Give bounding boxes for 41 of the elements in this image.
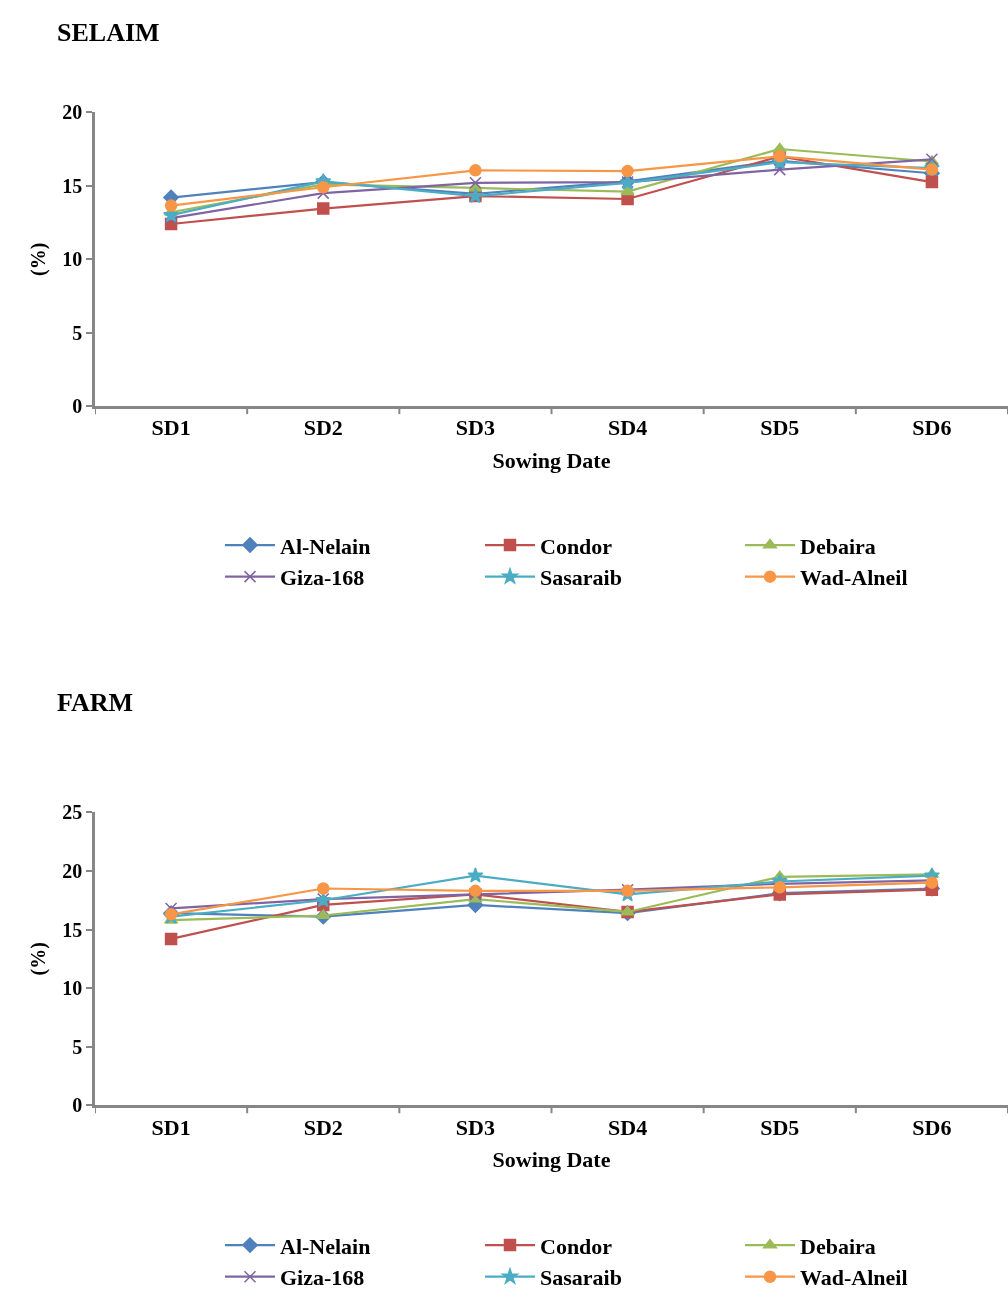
legend-label: Debaira	[800, 533, 876, 559]
x-tick-label: SD3	[455, 1114, 495, 1140]
y-tick-label: 0	[72, 1094, 83, 1117]
legend-label: Sasaraib	[540, 1265, 622, 1291]
x-axis-title: Sowing Date	[492, 1147, 611, 1173]
legend-label: Wad-Alneil	[800, 1265, 908, 1291]
y-axis-title: (%)	[26, 242, 50, 276]
legend-label: Condor	[540, 1233, 613, 1259]
chart-title: SELAIM	[57, 18, 160, 47]
y-tick-label: 20	[62, 859, 83, 882]
legend-label: Giza-168	[280, 1265, 365, 1291]
x-tick-label: SD3	[455, 415, 495, 441]
x-tick-label: SD2	[303, 415, 343, 441]
y-tick-label: 10	[62, 977, 83, 1000]
x-tick-label: SD5	[760, 1114, 800, 1140]
y-tick-label: 20	[62, 101, 83, 124]
x-tick-label: SD1	[151, 1114, 191, 1140]
y-tick-label: 10	[62, 248, 83, 271]
x-tick-label: SD1	[151, 415, 191, 441]
y-tick-label: 15	[62, 174, 83, 197]
y-tick-label: 0	[72, 395, 83, 418]
y-tick-label: 25	[62, 801, 83, 824]
legend-label: Condor	[540, 533, 613, 559]
legend-label: Wad-Alneil	[800, 565, 908, 591]
legend-label: Sasaraib	[540, 565, 622, 591]
x-tick-label: SD4	[608, 415, 648, 441]
x-tick-label: SD2	[303, 1114, 343, 1140]
chart-title: FARM	[57, 688, 134, 717]
x-tick-label: SD5	[760, 415, 800, 441]
legend-label: Debaira	[800, 1233, 876, 1259]
x-tick-label: SD6	[912, 415, 952, 441]
y-tick-label: 5	[72, 321, 83, 344]
x-axis-title: Sowing Date	[492, 448, 611, 474]
legend-label: Giza-168	[280, 565, 365, 591]
y-axis-title: (%)	[26, 942, 50, 976]
x-tick-label: SD4	[608, 1114, 648, 1140]
y-tick-label: 5	[72, 1035, 83, 1058]
y-tick-label: 15	[62, 918, 83, 941]
legend-label: Al-Nelain	[280, 1233, 371, 1259]
x-tick-label: SD6	[912, 1114, 952, 1140]
legend-label: Al-Nelain	[280, 533, 371, 559]
